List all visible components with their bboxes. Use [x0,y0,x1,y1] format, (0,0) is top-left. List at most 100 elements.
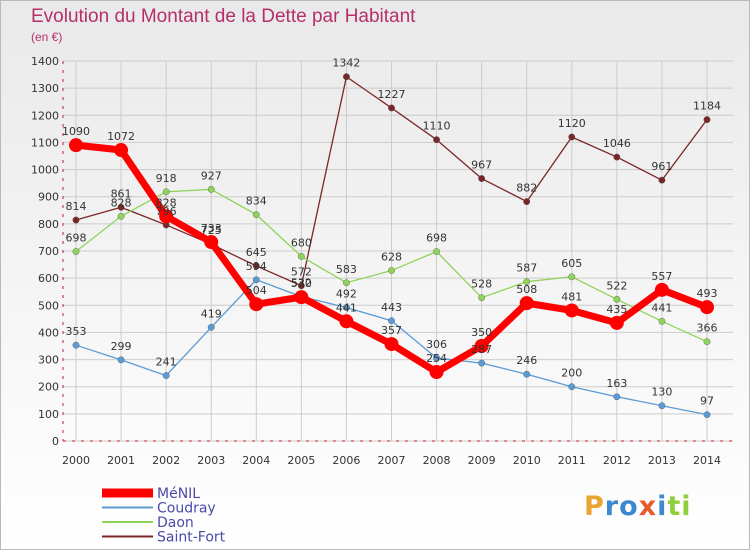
data-label: 508 [516,283,537,296]
y-tick-label: 100 [38,408,59,421]
data-point [658,402,666,410]
data-label: 528 [471,278,492,291]
y-tick-label: 1200 [31,109,59,122]
data-point [207,185,215,193]
data-point [654,282,669,297]
data-label: 530 [291,277,312,290]
data-point [700,300,714,315]
data-label: 299 [111,340,132,353]
data-label: 241 [156,356,177,369]
data-label: 1227 [378,88,406,101]
data-label: 419 [201,307,222,320]
data-label: 583 [336,263,357,276]
data-point [703,338,711,346]
data-point [478,359,486,367]
data-point [204,235,219,250]
data-point [568,133,576,141]
legend-label: Saint-Fort [157,530,226,546]
data-label: 287 [471,343,492,356]
data-label: 861 [111,187,132,200]
data-point [72,341,80,349]
data-point [433,136,440,144]
data-label: 814 [66,200,87,213]
data-point [478,294,486,302]
data-label: 557 [651,270,672,283]
data-label: 532 [291,277,312,290]
data-label: 594 [246,260,267,273]
x-tick-label: 2009 [468,454,496,467]
data-label: 1046 [603,137,631,150]
y-tick-label: 400 [38,326,59,339]
data-point [384,337,399,352]
data-label: 353 [66,325,87,338]
data-label: 441 [336,301,357,314]
data-label: 834 [246,195,267,208]
x-tick-label: 2010 [513,454,541,467]
data-label: 961 [651,160,672,173]
x-tick-label: 2007 [378,454,406,467]
x-tick-label: 2014 [693,454,721,467]
x-tick-label: 2006 [332,454,360,467]
data-point [519,296,534,311]
data-label: 927 [201,169,222,182]
data-point [429,365,444,380]
x-tick-label: 2012 [603,454,631,467]
data-point [658,317,666,325]
x-tick-label: 2005 [287,454,315,467]
data-point [388,317,395,325]
data-point [433,248,440,255]
y-tick-label: 200 [38,381,59,394]
data-point [564,303,579,318]
data-point [297,253,305,260]
data-label: 1090 [62,125,90,138]
legend-label: Daon [157,515,194,531]
x-tick-label: 2011 [558,454,586,467]
proxiti-logo: Proxiti [584,491,692,522]
data-point [613,153,621,161]
data-label: 698 [426,232,447,245]
data-label: 698 [66,232,87,245]
data-point [339,314,354,329]
y-tick-label: 1100 [31,136,59,149]
data-point [474,339,489,353]
data-point [114,143,129,158]
chart-title: Evolution du Montant de la Dette par Hab… [31,6,416,27]
data-label: 441 [651,301,672,314]
data-point [568,383,576,391]
data-label: 504 [246,284,267,297]
legend-label: Coudray [157,501,216,517]
data-label: 645 [246,246,267,259]
x-tick-label: 2000 [62,454,90,467]
data-point [252,211,260,219]
data-label: 572 [291,266,312,279]
y-tick-label: 600 [38,272,59,285]
y-tick-label: 300 [38,354,59,367]
data-label: 493 [697,287,718,300]
data-label: 200 [561,367,582,380]
data-label: 97 [700,395,714,408]
y-tick-label: 500 [38,299,59,312]
legend-label: MéNIL [157,486,200,502]
data-label: 163 [606,377,627,390]
data-label: 796 [156,205,177,218]
data-point [613,393,621,401]
x-tick-label: 2004 [242,454,270,467]
data-label: 1184 [693,100,721,113]
data-label: 246 [516,354,537,367]
data-label: 882 [516,182,537,195]
data-label: 350 [471,326,492,339]
data-label: 628 [381,251,402,264]
data-label: 725 [201,224,222,237]
data-point [252,276,260,284]
data-point [523,278,531,286]
data-point [523,370,531,378]
x-tick-label: 2013 [648,454,676,467]
data-label: 733 [201,222,222,235]
y-tick-label: 1300 [31,82,59,95]
data-label: 366 [697,322,718,335]
data-point [252,262,260,270]
data-point [343,73,350,81]
data-label: 1342 [332,57,360,70]
data-point [117,356,125,364]
